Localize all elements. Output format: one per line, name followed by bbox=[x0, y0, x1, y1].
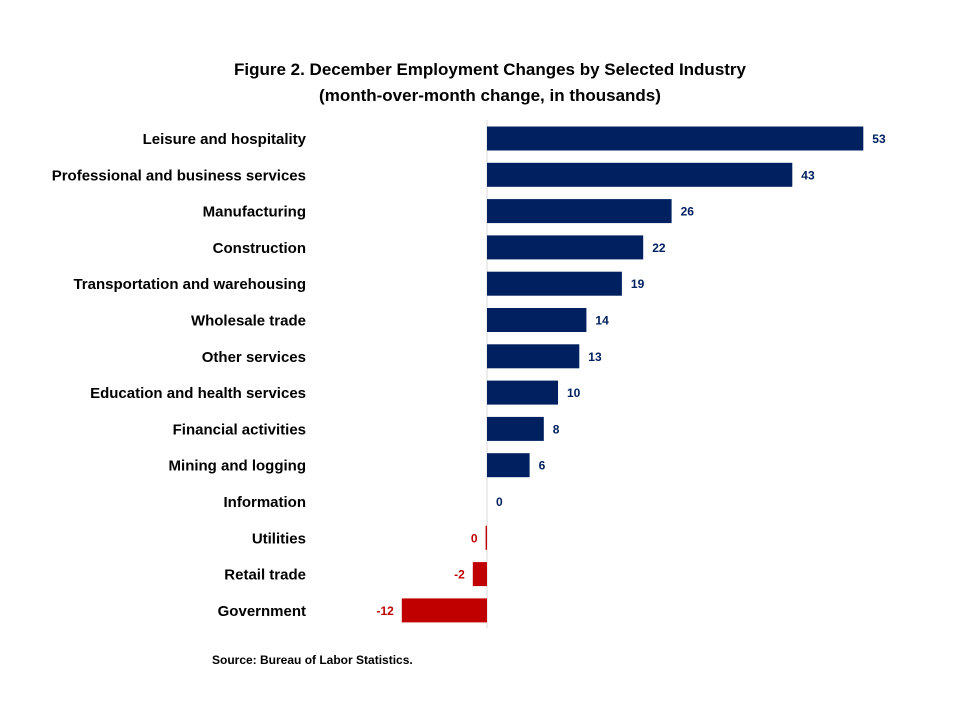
category-label-retail-trade: Retail trade bbox=[224, 567, 306, 584]
bar-utilities bbox=[485, 525, 487, 550]
bar-transportation-and-warehousing bbox=[487, 271, 622, 296]
value-label-retail-trade: -2 bbox=[454, 568, 465, 582]
bar-manufacturing bbox=[487, 199, 672, 224]
value-label-utilities: 0 bbox=[471, 531, 478, 545]
bar-retail-trade bbox=[472, 562, 487, 587]
bar-wholesale-trade bbox=[487, 308, 587, 332]
value-label-mining-and-logging: 6 bbox=[539, 459, 546, 473]
category-label-utilities: Utilities bbox=[252, 530, 306, 547]
value-label-financial-activities: 8 bbox=[553, 422, 560, 436]
category-label-construction: Construction bbox=[213, 240, 306, 257]
value-label-information: 0 bbox=[496, 495, 503, 509]
bar-education-and-health-services bbox=[487, 380, 558, 405]
bar-professional-and-business-services bbox=[487, 162, 793, 187]
value-label-education-and-health-services: 10 bbox=[567, 386, 581, 400]
category-label-manufacturing: Manufacturing bbox=[203, 204, 306, 221]
chart-source: Source: Bureau of Labor Statistics. bbox=[212, 653, 413, 667]
value-label-transportation-and-warehousing: 19 bbox=[631, 277, 645, 291]
bar-mining-and-logging bbox=[487, 453, 530, 478]
bar-government bbox=[401, 598, 487, 623]
category-label-government: Government bbox=[218, 603, 306, 620]
category-label-financial-activities: Financial activities bbox=[173, 421, 306, 438]
chart-title: Figure 2. December Employment Changes by… bbox=[233, 60, 747, 79]
category-label-information: Information bbox=[224, 494, 307, 511]
value-label-manufacturing: 26 bbox=[681, 205, 695, 219]
value-label-government: -12 bbox=[376, 604, 394, 618]
category-label-transportation-and-warehousing: Transportation and warehousing bbox=[73, 276, 306, 293]
category-label-professional-and-business-services: Professional and business services bbox=[52, 167, 306, 184]
category-label-education-and-health-services: Education and health services bbox=[90, 385, 306, 402]
category-label-leisure-and-hospitality: Leisure and hospitality bbox=[143, 131, 307, 148]
value-label-leisure-and-hospitality: 53 bbox=[872, 132, 886, 146]
bar-financial-activities bbox=[487, 416, 544, 441]
category-label-wholesale-trade: Wholesale trade bbox=[191, 313, 306, 330]
category-label-other-services: Other services bbox=[202, 349, 306, 366]
chart-subtitle: (month-over-month change, in thousands) bbox=[319, 86, 661, 105]
value-label-other-services: 13 bbox=[588, 350, 602, 364]
value-label-professional-and-business-services: 43 bbox=[801, 168, 815, 182]
category-label-mining-and-logging: Mining and logging bbox=[169, 458, 306, 475]
value-label-construction: 22 bbox=[652, 241, 666, 255]
bar-other-services bbox=[487, 344, 580, 369]
value-label-wholesale-trade: 14 bbox=[595, 314, 609, 328]
bar-leisure-and-hospitality bbox=[487, 126, 864, 151]
bar-construction bbox=[487, 235, 644, 260]
